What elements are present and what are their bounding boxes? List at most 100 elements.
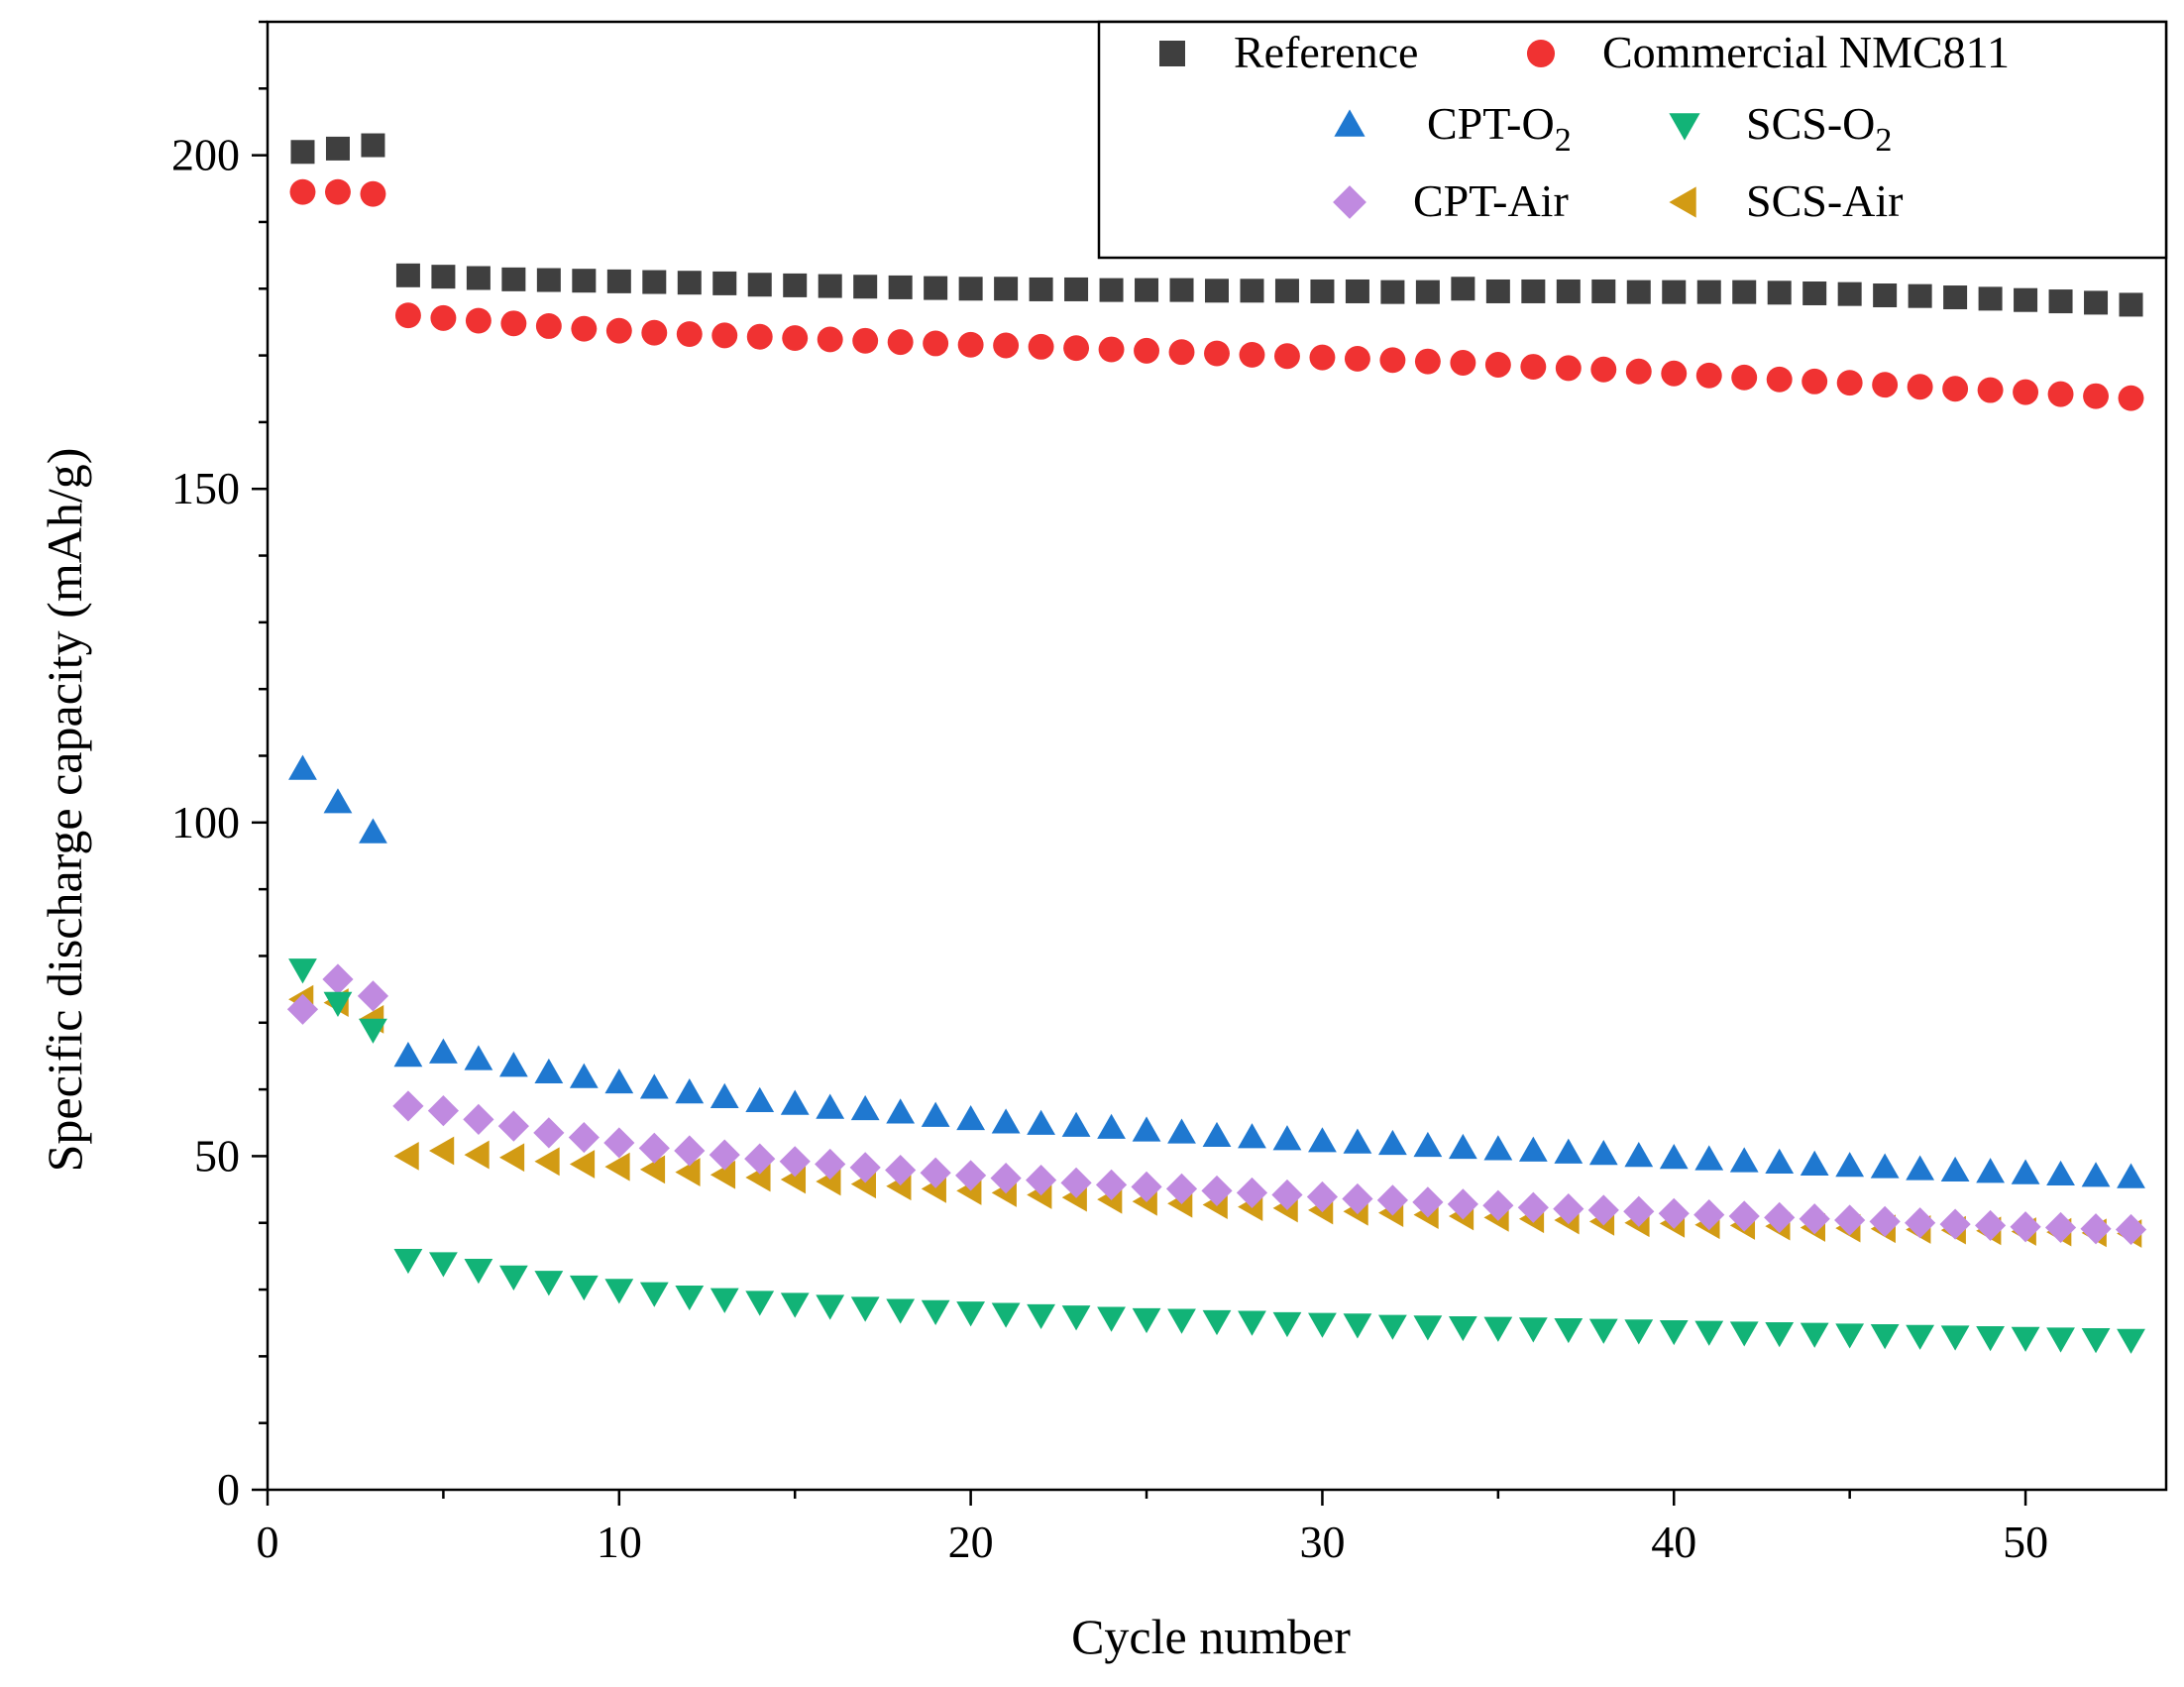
point-cpt-o2 <box>780 1089 810 1115</box>
point-cpt-o2 <box>886 1098 916 1124</box>
point-reference <box>1485 279 1510 303</box>
point-cpt-air <box>1376 1184 1409 1216</box>
point-scs-air <box>710 1160 736 1189</box>
legend-label-main: SCS-O <box>1746 98 1875 149</box>
point-reference <box>325 136 350 161</box>
point-cpt-o2 <box>816 1093 845 1119</box>
point-scs-o2 <box>1132 1307 1161 1334</box>
point-cpt-o2 <box>604 1068 634 1094</box>
point-scs-o2 <box>1554 1317 1583 1344</box>
legend-label-subscript: 2 <box>1555 122 1572 159</box>
point-cpt-o2 <box>1132 1116 1161 1142</box>
point-reference <box>1135 278 1159 302</box>
point-scs-o2 <box>1343 1313 1372 1339</box>
point-reference <box>1205 279 1229 303</box>
point-reference <box>1696 280 1721 304</box>
point-commercial-nmc811 <box>1590 356 1617 383</box>
x-tick-label: 40 <box>1651 1517 1696 1567</box>
point-reference <box>1626 280 1651 304</box>
point-cpt-o2 <box>1588 1139 1618 1166</box>
point-scs-o2 <box>1765 1322 1795 1348</box>
point-reference <box>1837 281 1862 306</box>
point-reference <box>606 269 631 293</box>
point-cpt-air <box>744 1143 776 1175</box>
point-commercial-nmc811 <box>605 317 632 344</box>
point-reference <box>1802 281 1827 305</box>
point-commercial-nmc811 <box>1098 336 1125 363</box>
point-commercial-nmc811 <box>2047 381 2074 407</box>
series-reference <box>290 133 2143 317</box>
point-scs-o2 <box>1238 1310 1266 1336</box>
point-cpt-o2 <box>323 788 353 814</box>
legend-label-main: SCS-Air <box>1746 175 1903 226</box>
point-cpt-air <box>2115 1213 2147 1246</box>
point-commercial-nmc811 <box>1661 360 1688 387</box>
point-scs-o2 <box>1694 1320 1724 1346</box>
point-cpt-o2 <box>1202 1121 1232 1148</box>
point-commercial-nmc811 <box>1836 370 1863 396</box>
point-commercial-nmc811 <box>1977 377 2004 403</box>
point-scs-o2 <box>2081 1328 2111 1354</box>
point-cpt-o2 <box>956 1104 986 1131</box>
point-cpt-air <box>674 1135 706 1167</box>
point-scs-o2 <box>569 1275 599 1301</box>
point-cpt-air <box>1095 1169 1128 1200</box>
point-commercial-nmc811 <box>1168 339 1195 366</box>
point-cpt-o2 <box>1729 1147 1759 1173</box>
point-commercial-nmc811 <box>289 178 316 205</box>
point-cpt-o2 <box>1554 1138 1583 1164</box>
point-scs-air <box>393 1142 419 1171</box>
point-reference <box>431 265 456 289</box>
point-commercial-nmc811 <box>1414 348 1441 375</box>
point-scs-o2 <box>1097 1306 1126 1332</box>
point-scs-o2 <box>850 1296 880 1322</box>
point-cpt-o2 <box>1835 1152 1865 1178</box>
point-cpt-air <box>1482 1189 1514 1221</box>
point-cpt-o2 <box>850 1094 880 1121</box>
point-cpt-o2 <box>2011 1159 2040 1184</box>
point-commercial-nmc811 <box>782 325 809 352</box>
point-cpt-air <box>1165 1173 1198 1204</box>
point-cpt-o2 <box>1870 1153 1900 1179</box>
legend-label-subscript: 2 <box>1875 122 1892 159</box>
point-cpt-o2 <box>1378 1129 1407 1156</box>
point-cpt-air <box>2010 1211 2041 1243</box>
point-scs-o2 <box>780 1293 810 1318</box>
point-scs-o2 <box>1800 1322 1829 1348</box>
point-scs-o2 <box>1588 1318 1618 1344</box>
point-reference <box>1521 279 1546 303</box>
legend-marker-scs-o2 <box>1669 113 1700 141</box>
y-axis-title: Specific discharge capacity (mAh/g) <box>37 448 92 1173</box>
point-cpt-air <box>955 1160 987 1191</box>
axes: 0 10 20 30 40 50 0 50 100 150 200 <box>171 20 2168 1567</box>
point-cpt-air <box>2044 1211 2077 1244</box>
point-reference <box>1591 279 1616 303</box>
point-cpt-o2 <box>2081 1162 2111 1187</box>
point-cpt-air <box>1060 1167 1092 1198</box>
legend-marker-reference <box>1159 41 1185 66</box>
point-scs-o2 <box>1976 1326 2005 1352</box>
point-scs-o2 <box>604 1279 634 1304</box>
point-scs-o2 <box>886 1298 916 1324</box>
point-cpt-air <box>1834 1204 1866 1236</box>
point-reference <box>677 271 702 295</box>
point-commercial-nmc811 <box>360 180 386 207</box>
point-reference <box>572 269 597 293</box>
point-commercial-nmc811 <box>1942 376 1969 402</box>
point-commercial-nmc811 <box>1134 337 1159 364</box>
point-commercial-nmc811 <box>2118 385 2144 411</box>
point-commercial-nmc811 <box>500 310 527 337</box>
legend-marker-commercial-nmc811 <box>1526 39 1556 68</box>
point-cpt-air <box>1236 1177 1268 1209</box>
point-scs-o2 <box>429 1252 458 1278</box>
point-scs-o2 <box>639 1282 669 1307</box>
point-reference <box>1345 279 1369 303</box>
point-scs-o2 <box>956 1301 986 1327</box>
point-cpt-air <box>779 1146 811 1178</box>
legend-label-cpt-o2: CPT-O2 <box>1427 98 1572 159</box>
point-reference <box>1240 279 1264 303</box>
point-scs-o2 <box>323 991 353 1017</box>
point-cpt-o2 <box>1238 1123 1266 1149</box>
legend-marker-cpt-o2 <box>1334 109 1365 137</box>
